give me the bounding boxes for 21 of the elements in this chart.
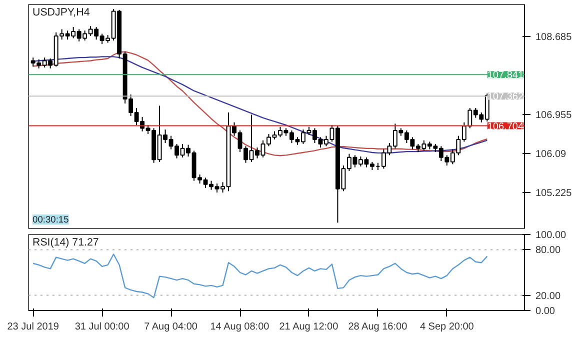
y-tick-label: 0.00 bbox=[536, 306, 556, 317]
y-tick-label: 100.00 bbox=[536, 230, 567, 241]
y-tick-label: 106.955 bbox=[536, 110, 572, 121]
x-tick-label: 28 Aug 16:00 bbox=[348, 322, 408, 332]
chart-title: RSI(14) 71.27 bbox=[32, 236, 99, 248]
y-tick-label: 108.685 bbox=[536, 32, 572, 44]
y-tick-label: 106.09 bbox=[536, 148, 567, 160]
y-tick-label: 20.00 bbox=[536, 290, 561, 302]
ref-line-label: 106.704 bbox=[487, 121, 524, 132]
chart-title: USDJPY,H4 bbox=[32, 6, 90, 18]
y-tick-label: 105.225 bbox=[536, 188, 572, 199]
x-tick-label: 14 Aug 08:00 bbox=[210, 322, 270, 332]
y-tick-label: 80.00 bbox=[536, 245, 561, 256]
x-tick-label: 31 Jul 00:00 bbox=[74, 322, 130, 332]
x-tick-label: 23 Jul 2019 bbox=[7, 322, 60, 332]
line-series bbox=[32, 254, 488, 298]
ref-line-label: 107.362 bbox=[487, 92, 524, 103]
x-tick-label: 21 Aug 12:00 bbox=[279, 322, 339, 332]
x-tick-label: 7 Aug 04:00 bbox=[144, 322, 198, 332]
annotation: 00:30:15 bbox=[32, 214, 69, 224]
x-tick-label: 4 Sep 20:00 bbox=[420, 322, 474, 332]
